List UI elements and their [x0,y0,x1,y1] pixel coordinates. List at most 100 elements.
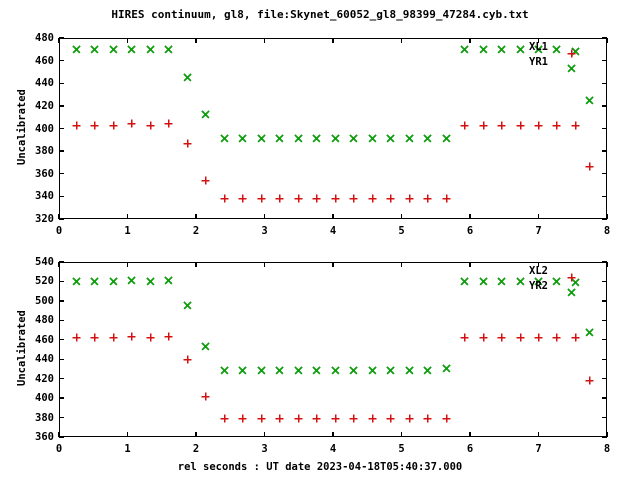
x-tick [400,432,403,437]
x-tick [537,432,540,437]
y-tick [602,416,607,419]
y-tick [59,397,64,399]
data-point [72,45,81,54]
data-point [441,364,451,373]
y-axis-title-top: Uncalibrated [16,88,28,165]
y-tick [602,358,607,360]
y-tick-label: 360 [35,431,54,443]
y-tick [602,319,607,322]
data-point [423,194,432,203]
data-point [552,333,561,342]
x-tick [332,432,334,437]
y-tick [59,339,64,341]
x-tick [400,38,403,43]
y-tick [602,397,607,399]
data-point [127,119,136,128]
data-point [90,333,99,342]
data-point [349,194,358,203]
legend-marker-xl2 [567,267,576,281]
x-axis-title: rel seconds : UT date 2023-04-18T05:40:3… [177,461,463,473]
y-tick-label: 320 [35,213,54,225]
data-point [146,45,155,54]
x-tick [400,262,403,267]
x-tick [58,214,60,219]
data-point [423,134,432,143]
y-tick-label: 420 [35,372,54,385]
data-point [405,366,414,375]
y-tick [59,150,64,152]
data-point [275,134,284,143]
data-point [571,278,580,287]
data-point [220,414,229,423]
data-point [312,194,321,203]
data-point [386,366,395,375]
y-tick [602,300,607,302]
data-point [331,366,340,375]
data-point [460,45,469,54]
data-point [386,194,395,203]
x-tick-label: 1 [124,225,131,237]
y-tick-label: 500 [35,294,54,307]
data-point [312,134,321,143]
y-tick [59,59,64,62]
data-point [257,194,266,203]
plot-frame-top [59,38,607,219]
x-tick [126,214,129,219]
data-point [109,333,118,342]
data-point [183,355,192,364]
data-point [109,45,118,54]
data-point [405,134,414,143]
data-point [90,45,99,54]
x-tick [606,262,608,267]
x-tick-label: 3 [261,443,268,455]
plot-frame-bottom [59,262,607,437]
y-tick-label: 440 [35,353,54,366]
data-point [146,277,155,286]
y-tick [602,127,607,130]
x-tick [332,38,334,43]
data-point [349,134,358,143]
data-point [127,276,136,285]
x-tick [469,214,471,219]
x-tick-label: 2 [192,225,200,237]
legend-label-yr1: YR1 [529,56,548,68]
x-tick [195,432,197,437]
data-point [220,194,229,203]
y-tick [59,319,64,322]
data-point [571,47,580,56]
x-tick-label: 5 [398,225,405,237]
page-title: HIRES continuum, gl8, file:Skynet_60052_… [111,8,529,21]
data-point [571,333,580,342]
data-point [257,134,266,143]
y-tick-label: 380 [35,411,54,424]
x-tick-label: 3 [261,225,268,237]
x-tick-label: 8 [603,443,611,455]
y-tick-label: 440 [35,77,54,90]
data-point [72,121,81,130]
x-tick [537,214,540,219]
x-tick [58,262,60,267]
data-point [552,277,562,286]
y-tick-label: 480 [35,314,54,327]
data-point [497,121,506,130]
data-point [164,276,173,285]
data-point [478,277,488,286]
data-point [386,134,395,143]
y-tick-label: 400 [35,122,54,135]
y-tick [59,358,64,360]
data-point [183,139,192,148]
data-point [497,277,506,286]
data-point [423,414,432,423]
y-tick [59,173,64,175]
data-point [146,121,155,130]
data-point [479,333,488,342]
data-point [515,45,525,54]
data-point [515,277,525,286]
data-point [183,73,192,82]
data-point [478,45,488,54]
y-tick [59,436,64,438]
x-tick [332,262,334,267]
data-point [238,366,247,375]
data-point [405,414,414,423]
data-point [442,194,451,203]
